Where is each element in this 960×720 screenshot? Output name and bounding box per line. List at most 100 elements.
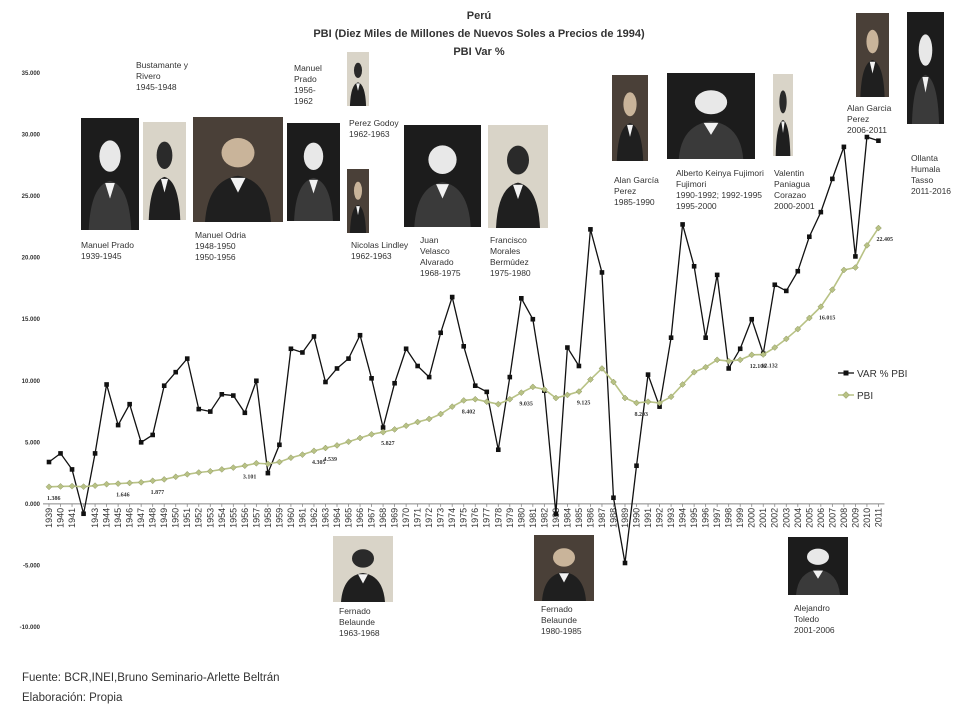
caption-line: Bermúdez bbox=[490, 257, 529, 267]
caption-line: Morales bbox=[490, 246, 521, 256]
x-tick-label: 1959 bbox=[274, 508, 284, 528]
var-point bbox=[231, 393, 236, 398]
portrait-belaunde-1 bbox=[333, 536, 393, 602]
caption-line: Belaunde bbox=[339, 617, 375, 627]
var-point bbox=[415, 363, 420, 369]
portrait-silhouette bbox=[193, 117, 283, 222]
caption-line: Humala bbox=[911, 164, 941, 174]
y-tick-label: 20.000 bbox=[22, 256, 41, 262]
caption-line: 1995-2000 bbox=[676, 201, 717, 211]
x-tick-label: 1970 bbox=[401, 508, 411, 528]
caption-line: Perez Godoy bbox=[349, 118, 399, 128]
var-point bbox=[864, 134, 870, 140]
x-tick-label: 2006 bbox=[816, 508, 826, 528]
pbi-point bbox=[57, 483, 64, 490]
x-tick-label: 1996 bbox=[701, 508, 711, 528]
var-point bbox=[323, 379, 328, 385]
var-point bbox=[795, 268, 801, 274]
var-point bbox=[657, 404, 662, 409]
x-tick-label: 2003 bbox=[781, 508, 791, 528]
caption-line: Perez bbox=[847, 114, 870, 124]
x-tick-label: 1951 bbox=[182, 508, 192, 528]
caption-line: Prado bbox=[294, 74, 317, 84]
x-tick-label: 1997 bbox=[712, 508, 722, 528]
pbi-point bbox=[610, 378, 617, 386]
pbi-point bbox=[241, 462, 249, 470]
caption-line: 1939-1945 bbox=[81, 251, 122, 261]
pbi-point bbox=[748, 351, 756, 359]
caption-line: Alejandro bbox=[794, 603, 830, 613]
portrait-silhouette bbox=[907, 12, 944, 124]
var-point bbox=[196, 406, 202, 412]
pbi-point bbox=[725, 357, 733, 365]
pbi-point bbox=[875, 224, 882, 232]
var-point bbox=[703, 335, 708, 340]
x-tick-label: 1968 bbox=[378, 508, 388, 528]
x-tick-label: 1944 bbox=[102, 508, 112, 528]
x-tick-label: 2001 bbox=[758, 508, 768, 528]
caption-morales: Francisco Morales Bermúdez 1975-1980 bbox=[490, 235, 531, 279]
y-tick-label: 35.000 bbox=[22, 71, 41, 77]
x-tick-label: 1953 bbox=[205, 508, 215, 528]
pbi-point bbox=[206, 467, 214, 475]
caption-line: 1968-1975 bbox=[420, 268, 461, 278]
legend-pbi-label: PBI bbox=[857, 391, 873, 402]
portrait-belaunde-2 bbox=[534, 535, 594, 601]
data-label: 22.405 bbox=[876, 237, 893, 243]
var-point bbox=[254, 378, 259, 384]
x-tick-label: 1947 bbox=[136, 508, 146, 528]
x-tick-label: 2010 bbox=[862, 508, 872, 528]
data-label: 5.827 bbox=[381, 441, 395, 447]
x-tick-label: 1941 bbox=[67, 508, 77, 528]
var-point bbox=[472, 383, 478, 389]
caption-line: 1962 bbox=[294, 96, 313, 106]
pbi-point bbox=[276, 458, 283, 466]
y-tick-label: 30.000 bbox=[22, 133, 41, 139]
caption-line: 2006-2011 bbox=[847, 125, 888, 135]
pbi-point bbox=[299, 451, 306, 458]
var-point bbox=[380, 425, 386, 430]
caption-line: Rivero bbox=[136, 71, 161, 81]
portrait-morales bbox=[488, 125, 548, 228]
x-tick-label: 1950 bbox=[171, 508, 181, 528]
pbi-point bbox=[114, 480, 122, 487]
caption-humala: Ollanta Humala Tasso 2011-2016 bbox=[911, 153, 951, 197]
series-line-pbi bbox=[48, 227, 880, 488]
caption-line: 1963-1968 bbox=[339, 628, 380, 638]
var-point bbox=[438, 330, 443, 336]
pbi-point bbox=[633, 399, 640, 407]
portrait-odria bbox=[193, 117, 283, 222]
caption-line: Belaunde bbox=[541, 615, 577, 625]
pbi-point bbox=[448, 403, 456, 410]
pbi-point bbox=[517, 389, 525, 397]
pbi-point bbox=[644, 398, 652, 406]
pbi-point bbox=[103, 480, 110, 488]
chart-title: Perú bbox=[467, 10, 491, 22]
var-point bbox=[565, 345, 570, 350]
data-label: 1.386 bbox=[47, 496, 61, 502]
var-point bbox=[599, 270, 605, 275]
portrait-bustamante bbox=[143, 122, 186, 220]
x-tick-label: 1978 bbox=[493, 508, 503, 528]
x-tick-label: 1972 bbox=[424, 508, 434, 528]
x-tick-label: 1967 bbox=[367, 508, 377, 528]
var-point bbox=[150, 432, 155, 438]
var-point bbox=[576, 363, 582, 369]
x-tick-label: 1976 bbox=[470, 508, 480, 528]
series-layer bbox=[45, 134, 882, 566]
pbi-point bbox=[310, 447, 318, 455]
var-point bbox=[680, 222, 685, 227]
portrait-prado-2 bbox=[287, 123, 340, 221]
x-axis: 1939 1940 1941 1943 1944 1945 1946 1947 1948 1949… bbox=[43, 503, 885, 528]
var-point bbox=[588, 227, 593, 232]
var-point bbox=[357, 332, 363, 338]
y-tick-label: 5.000 bbox=[25, 440, 41, 446]
x-tick-label: 1940 bbox=[56, 508, 66, 528]
var-point bbox=[783, 288, 789, 294]
y-axis: 35.000 30.000 25.000 20.000 15.000 10.000 5.00… bbox=[20, 71, 41, 631]
x-tick-label: 2002 bbox=[770, 508, 780, 528]
pbi-point bbox=[771, 344, 779, 351]
x-tick-label: 1956 bbox=[240, 508, 250, 528]
var-point bbox=[392, 380, 397, 386]
